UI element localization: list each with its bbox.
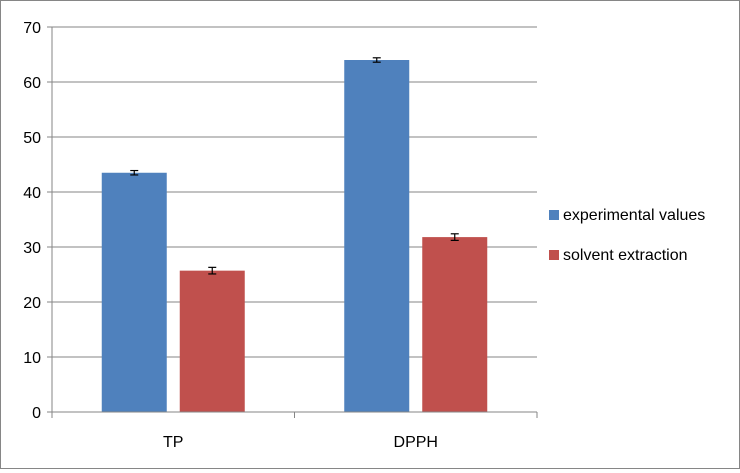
legend: experimental values solvent extraction [549, 207, 705, 264]
axes: 0 10 20 30 40 50 60 70 TP DPPH [23, 20, 538, 451]
bar-tp-series-0 [101, 172, 167, 412]
error-bar-dpph-series-0 [372, 57, 381, 63]
y-tick-label: 40 [23, 185, 41, 202]
x-tick-label-tp: TP [163, 434, 183, 451]
bars [101, 60, 488, 412]
y-tick-label: 70 [23, 20, 41, 37]
error-bar-tp-series-1 [208, 266, 217, 275]
error-bar-dpph-series-1 [450, 233, 459, 241]
legend-swatch-1 [549, 250, 559, 260]
error-bars [130, 57, 459, 275]
y-tick-label: 60 [23, 75, 41, 92]
y-tick-label: 20 [23, 295, 41, 312]
error-bar-tp-series-0 [130, 169, 139, 176]
y-tick-label: 50 [23, 130, 41, 147]
y-tick-label: 30 [23, 240, 41, 257]
y-tick-label: 0 [32, 405, 41, 422]
legend-swatch-0 [549, 210, 559, 220]
x-tick-label-dpph: DPPH [394, 434, 438, 451]
bar-dpph-series-0 [344, 60, 410, 412]
bar-tp-series-1 [179, 270, 245, 412]
legend-label-1: solvent extraction [563, 247, 688, 264]
y-tick-label: 10 [23, 350, 41, 367]
bar-dpph-series-1 [422, 237, 488, 412]
legend-label-0: experimental values [563, 207, 705, 224]
